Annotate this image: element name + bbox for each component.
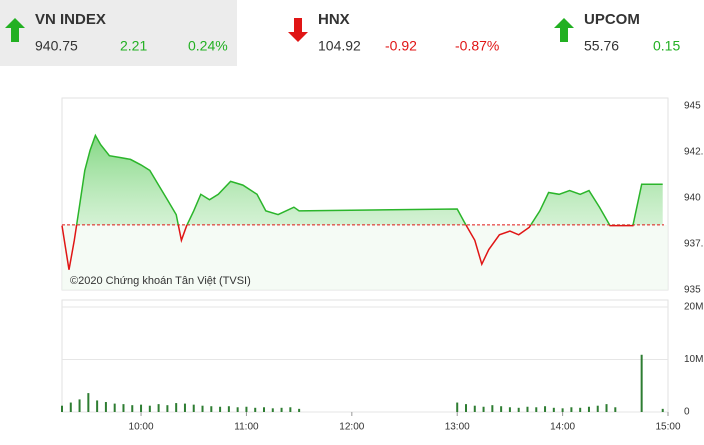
index-value: 55.76: [584, 38, 619, 54]
volume-bar: [157, 404, 160, 412]
volume-bar: [552, 407, 555, 412]
volume-bar: [78, 399, 81, 412]
volume-bar: [263, 407, 265, 412]
index-change: 0.15: [653, 38, 680, 54]
volume-bar: [614, 407, 617, 412]
volume-bar: [166, 405, 169, 412]
volume-bar: [122, 404, 125, 412]
volume-bar: [482, 406, 485, 412]
y-tick-label: 942.: [684, 147, 703, 158]
volume-bar: [219, 406, 222, 412]
volume-bar: [579, 407, 582, 412]
volume-bar: [587, 406, 590, 412]
x-tick-label: 14:00: [550, 422, 575, 433]
volume-bar: [87, 393, 90, 412]
price-line-up: [75, 133, 663, 225]
volume-bar: [491, 405, 494, 412]
volume-bar: [596, 405, 599, 412]
price-area-low: [62, 224, 668, 290]
x-tick-label: 11:00: [234, 422, 259, 433]
volume-bar: [183, 403, 186, 412]
volume-bar: [473, 405, 476, 412]
index-value: 104.92: [318, 38, 361, 54]
y-tick-label: 940: [684, 193, 701, 204]
x-tick-label: 13:00: [445, 422, 470, 433]
y-tick-label: 945: [684, 101, 701, 112]
volume-bar: [104, 402, 107, 412]
volume-bar: [69, 402, 72, 412]
volume-bar: [280, 407, 283, 412]
volume-bar: [570, 407, 573, 412]
volume-bar: [456, 402, 459, 412]
arrow-up: [5, 18, 25, 42]
volume-bar: [61, 405, 63, 412]
volume-bar: [517, 407, 520, 412]
volume-bar: [227, 406, 230, 412]
index-change-pct: -0.87%: [455, 38, 499, 54]
price-area: [76, 135, 663, 225]
volume-bar: [236, 407, 239, 412]
volume-bar: [298, 408, 301, 412]
volume-bar: [535, 407, 538, 412]
y-tick-label: 935: [684, 285, 701, 296]
volume-bar: [500, 406, 503, 412]
index-value: 940.75: [35, 38, 78, 54]
volume-bar: [201, 405, 204, 412]
index-name: UPCOM: [584, 11, 640, 28]
y-tick-label: 20M: [684, 302, 703, 313]
volume-panel: [61, 299, 669, 413]
volume-bar: [561, 408, 564, 412]
volume-bar: [140, 404, 143, 412]
x-tick-label: 15:00: [655, 422, 680, 433]
x-tick-label: 10:00: [129, 422, 154, 433]
x-tick-label: 12:00: [339, 422, 364, 433]
volume-bar: [271, 408, 274, 412]
arrow-up: [554, 18, 574, 42]
volume-bar: [148, 405, 151, 412]
volume-bar: [526, 406, 529, 412]
volume-bar: [245, 406, 248, 412]
volume-bar: [544, 406, 547, 412]
volume-bar: [289, 407, 292, 412]
index-change: -0.92: [385, 38, 417, 54]
volume-bar: [131, 405, 134, 412]
volume-bar: [192, 404, 195, 412]
selected-tab[interactable]: [0, 0, 237, 66]
index-name: VN INDEX: [35, 11, 106, 28]
volume-bar: [640, 354, 643, 412]
volume-bar: [96, 400, 99, 412]
copyright: ©2020 Chứng khoán Tân Việt (TVSI): [70, 275, 251, 287]
volume-bar: [254, 407, 257, 412]
volume-bar: [210, 406, 213, 412]
y-tick-label: 10M: [684, 354, 703, 365]
volume-bar: [175, 403, 178, 412]
volume-bar: [508, 407, 511, 412]
y-tick-label: 937.: [684, 239, 703, 250]
index-change-pct: 0.24%: [188, 38, 228, 54]
arrow-down: [288, 18, 308, 42]
index-change: 2.21: [120, 38, 147, 54]
index-name: HNX: [318, 11, 350, 28]
volume-bar: [661, 408, 664, 412]
volume-bar: [605, 404, 608, 412]
volume-bar: [465, 404, 467, 412]
volume-bar: [113, 403, 116, 412]
y-tick-label: 0: [684, 407, 690, 418]
